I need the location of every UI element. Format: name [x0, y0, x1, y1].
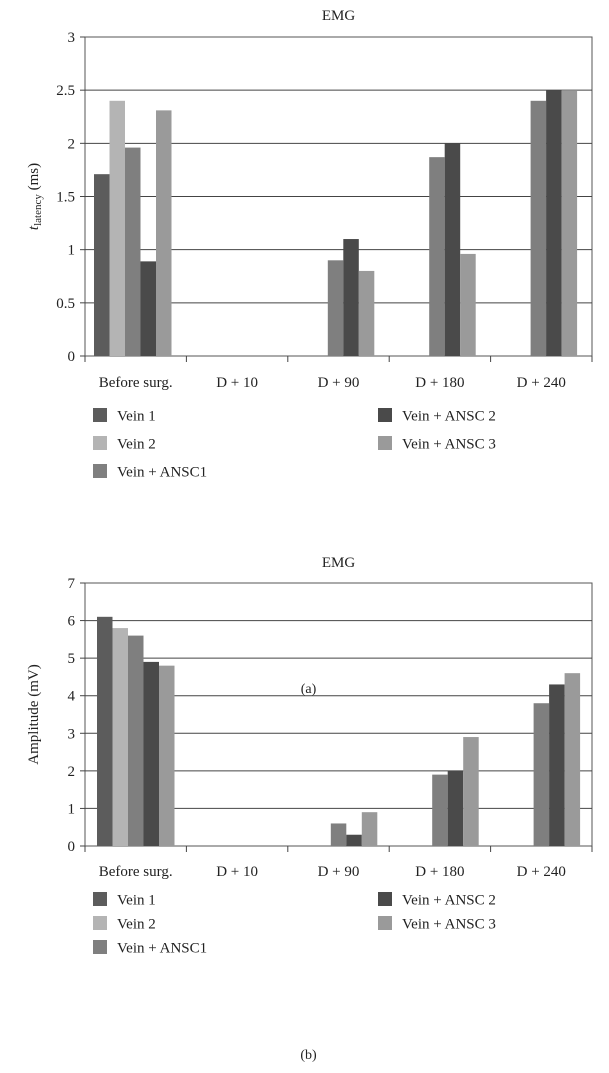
chart-title: EMG: [322, 555, 356, 571]
bar: [460, 253, 476, 356]
legend-label: Vein + ANSC 3: [402, 437, 496, 453]
bar: [159, 665, 175, 846]
y-axis-label: tlatency (ms): [26, 163, 44, 230]
y-axis-label: Amplitude (mV): [26, 664, 42, 764]
chart-b: EMG 0 1 2 3 4 5 6 7 Before surg. D + 10 D + 90 D + 1…: [26, 555, 593, 1063]
chart-title: EMG: [322, 8, 356, 24]
bar: [109, 100, 125, 356]
bar: [346, 834, 362, 846]
legend-swatch: [93, 940, 107, 954]
y-tick-label: 6: [68, 614, 76, 630]
x-tick-label: D + 10: [216, 864, 258, 880]
legend-swatch: [93, 436, 107, 450]
bar: [447, 770, 464, 846]
legend-label: Vein 2: [117, 917, 156, 933]
bar: [564, 673, 581, 846]
chart-a: EMG 0 0.5 1 1.5 2 2.5 3 Before surg. D + 10 D + 90…: [26, 8, 593, 697]
bar: [561, 90, 578, 357]
x-tick-label: Before surg.: [99, 864, 173, 880]
y-tick-label: 2: [68, 764, 76, 780]
bar: [549, 684, 565, 846]
legend-swatch: [378, 916, 392, 930]
bar: [94, 174, 110, 356]
bar: [533, 703, 550, 846]
bar: [444, 143, 461, 356]
bar: [463, 737, 479, 846]
legend-label: Vein 1: [117, 409, 156, 425]
bar: [327, 260, 344, 356]
legend-label: Vein + ANSC1: [117, 941, 207, 957]
bar: [530, 100, 547, 356]
y-tick-label: 7: [68, 576, 76, 592]
x-tick-label: D + 180: [415, 375, 464, 391]
x-tick-label: D + 90: [318, 375, 360, 391]
bar: [97, 616, 113, 846]
y-tick-label: 3: [68, 30, 76, 46]
bar: [125, 147, 141, 356]
y-axis-label-main: t: [26, 225, 42, 230]
x-tick-label: Before surg.: [99, 375, 173, 391]
y-tick-label: 0.5: [56, 296, 75, 312]
panel-label: (a): [301, 682, 317, 697]
y-tick-label: 2.5: [56, 83, 75, 99]
bar: [128, 635, 144, 846]
legend-label: Vein 2: [117, 437, 156, 453]
bar: [546, 90, 562, 357]
bar: [361, 812, 378, 846]
y-axis-label-sub: latency: [32, 194, 44, 226]
x-tick-label: D + 180: [415, 864, 464, 880]
x-tick-label: D + 240: [517, 375, 566, 391]
legend-swatch: [93, 464, 107, 478]
bar: [358, 270, 375, 356]
y-axis-label-unit: (ms): [26, 163, 42, 194]
bar: [143, 661, 159, 846]
legend-swatch: [93, 916, 107, 930]
legend-label: Vein + ANSC 2: [402, 409, 496, 425]
y-tick-label: 2: [68, 136, 76, 152]
legend-label: Vein + ANSC 3: [402, 917, 496, 933]
y-tick-label: 1: [68, 243, 76, 259]
y-tick-label: 1.5: [56, 190, 75, 206]
x-tick-label: D + 240: [517, 864, 566, 880]
bar: [140, 261, 156, 356]
legend-swatch: [378, 892, 392, 906]
y-tick-label: 0: [68, 349, 76, 365]
legend-swatch: [378, 408, 392, 422]
x-tick-label: D + 90: [318, 864, 360, 880]
y-tick-label: 1: [68, 801, 76, 817]
bar: [432, 774, 448, 846]
y-tick-label: 4: [68, 689, 76, 705]
bar: [112, 628, 128, 846]
bar: [330, 823, 347, 846]
legend-swatch: [93, 408, 107, 422]
legend-swatch: [378, 436, 392, 450]
y-tick-label: 5: [68, 651, 76, 667]
legend-label: Vein + ANSC1: [117, 465, 207, 481]
x-tick-label: D + 10: [216, 375, 258, 391]
legend-label: Vein 1: [117, 893, 156, 909]
legend-swatch: [93, 892, 107, 906]
panel-label: (b): [300, 1048, 317, 1063]
bar: [429, 157, 445, 356]
legend-label: Vein + ANSC 2: [402, 893, 496, 909]
y-tick-label: 3: [68, 726, 76, 742]
bar: [156, 110, 172, 357]
y-tick-label: 0: [68, 839, 76, 855]
bar: [343, 239, 359, 356]
